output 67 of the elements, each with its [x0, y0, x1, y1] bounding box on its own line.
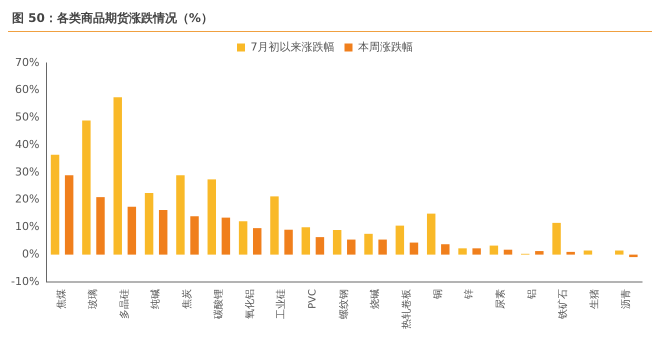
bar [552, 222, 561, 255]
bar [364, 234, 373, 255]
bar [128, 206, 136, 255]
bar [252, 228, 262, 255]
x-tick-label: 沥青 [620, 289, 632, 309]
y-tick-label: 50% [14, 110, 40, 124]
bar [114, 97, 122, 255]
x-tick-label: 多晶硅 [118, 289, 130, 319]
legend-label: 本周涨跌幅 [358, 40, 413, 54]
bar [629, 254, 638, 258]
x-tick-label: 焦煤 [56, 289, 68, 309]
bar [82, 120, 91, 255]
x-tick-label: 纯碱 [150, 289, 162, 309]
bar [410, 242, 418, 255]
y-tick-label: 30% [14, 165, 40, 178]
y-tick-label: -10% [10, 274, 40, 288]
bar [535, 251, 544, 255]
bar [458, 248, 467, 255]
x-tick-label: 尿素 [494, 289, 507, 309]
y-tick-label: 10% [14, 220, 40, 234]
bar [566, 252, 575, 255]
bar [302, 227, 310, 255]
x-tick-label: 碳酸锂 [212, 289, 224, 320]
x-tick-label: 生猪 [588, 289, 601, 309]
bar [222, 218, 230, 255]
bar [64, 175, 74, 255]
x-tick-label: 热轧卷板 [400, 289, 412, 329]
bar [316, 237, 324, 255]
bar [190, 216, 199, 255]
x-tick-label: 铝 [526, 289, 538, 300]
bar [378, 240, 387, 255]
y-tick-label: 40% [14, 138, 40, 151]
y-tick-label: 0% [22, 247, 40, 260]
bar [347, 240, 356, 255]
bar [284, 230, 293, 255]
y-tick-label: 60% [14, 83, 40, 96]
x-tick-label: PVC [307, 288, 318, 309]
bar [176, 175, 185, 255]
bar [208, 179, 216, 255]
bar [50, 154, 60, 255]
x-tick-label: 铁矿石 [557, 289, 570, 320]
x-tick-label: 焦炭 [181, 289, 194, 309]
x-tick-label: 氧化铝 [244, 289, 256, 319]
x-tick-label: 螺纹钢 [338, 289, 350, 319]
bar [426, 214, 436, 255]
bar [441, 244, 450, 255]
bar [158, 210, 168, 255]
x-tick-label: 工业硅 [275, 289, 288, 319]
bar [270, 196, 279, 255]
bar [504, 250, 512, 255]
chart-title: 图 50：各类商品期货涨跌情况（%） [8, 8, 652, 32]
y-tick-label: 20% [14, 192, 40, 206]
legend-label: 7月初以来涨跌幅 [250, 40, 334, 54]
x-tick-label: 锌 [463, 289, 476, 300]
bar [584, 250, 592, 255]
bar [332, 230, 342, 255]
x-tick-label: 烧碱 [369, 289, 382, 309]
bar [96, 197, 105, 255]
y-tick-label: 70% [14, 56, 40, 69]
bar [396, 226, 404, 255]
bar [615, 250, 624, 255]
x-tick-label: 铜 [432, 289, 444, 300]
bar [144, 193, 154, 255]
bar [472, 248, 481, 255]
bar [238, 221, 248, 255]
bar [490, 246, 498, 255]
x-tick-label: 玻璃 [87, 289, 100, 309]
